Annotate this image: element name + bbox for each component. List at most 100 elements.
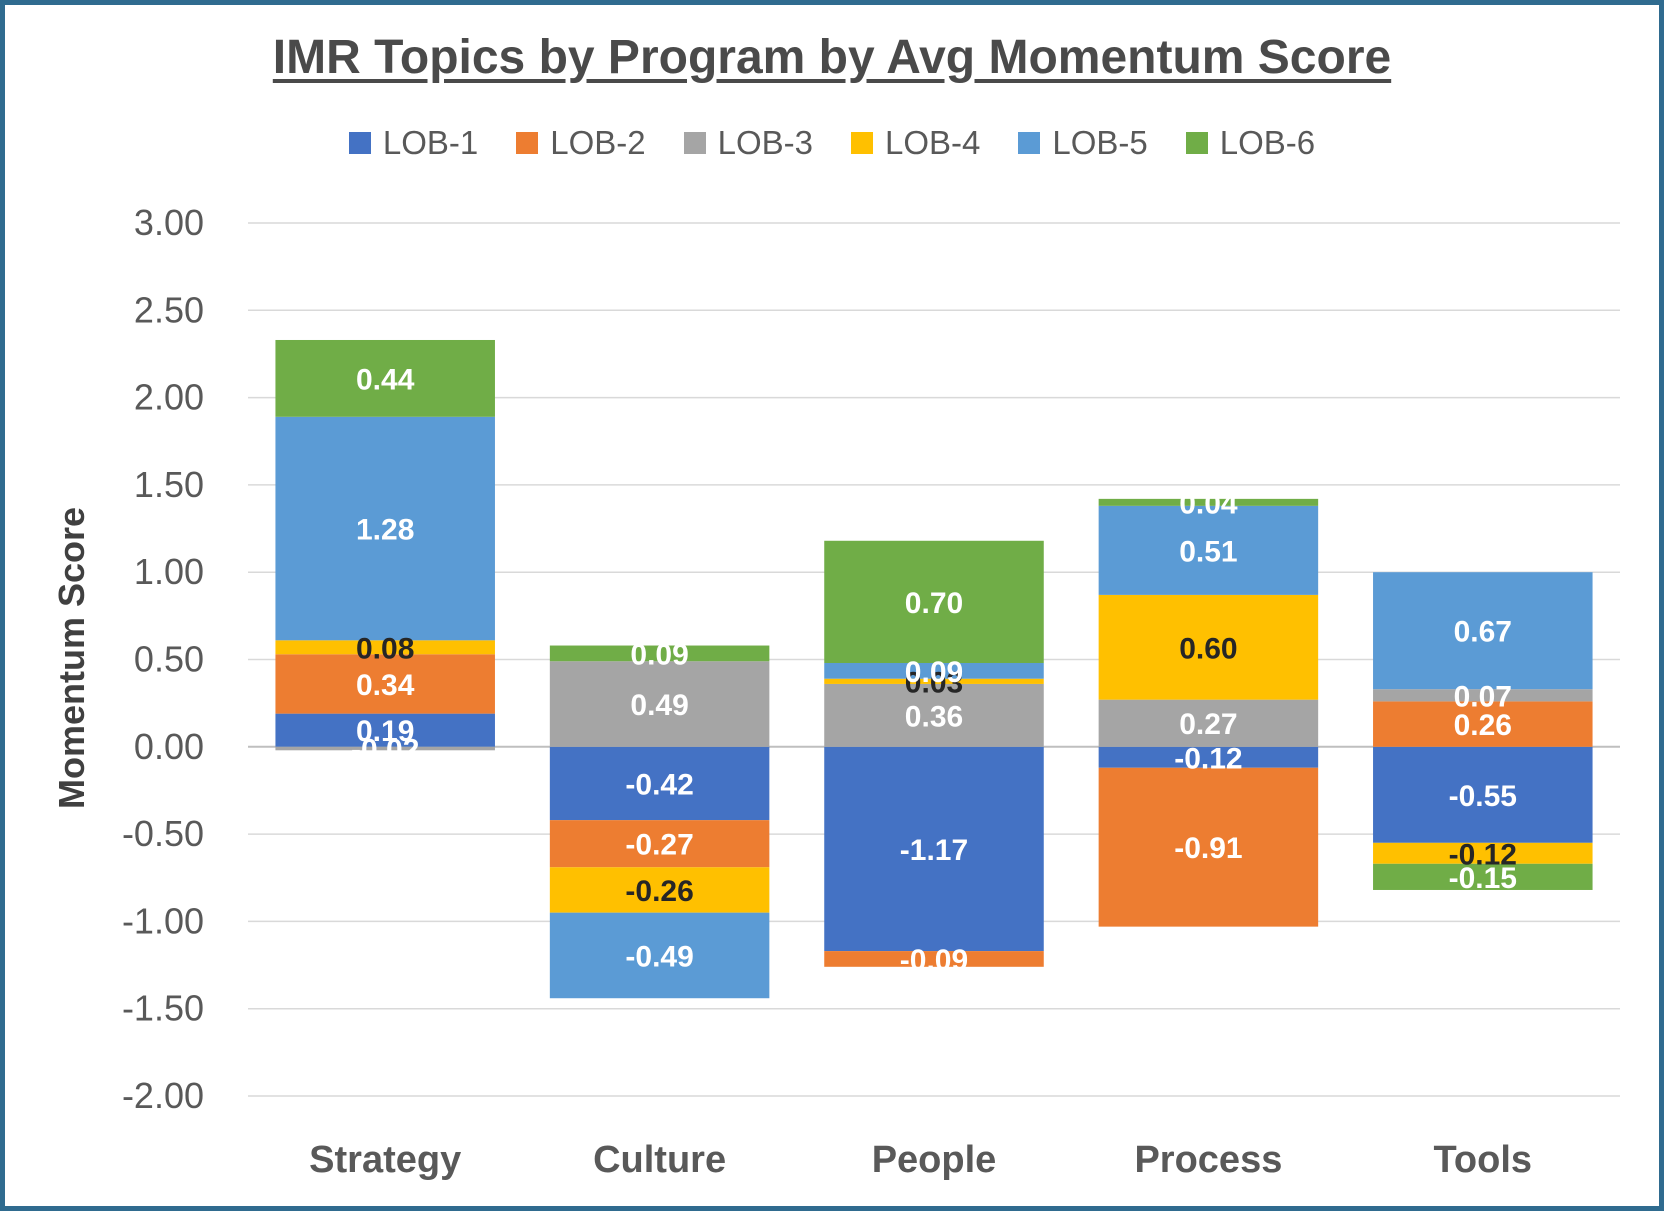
bar-segment-lob-3-strategy <box>275 746 495 751</box>
data-label: -0.27 <box>625 829 693 862</box>
data-label: -0.12 <box>1449 838 1517 871</box>
bar-segment-lob-4-people <box>824 678 1044 684</box>
legend-label: LOB-5 <box>1052 124 1148 161</box>
data-label: 0.27 <box>1179 708 1237 741</box>
bar-segment-lob-4-process <box>1098 594 1319 700</box>
y-tick-label: -0.50 <box>122 813 204 854</box>
legend-swatch <box>1018 132 1041 154</box>
y-tick-label: -1.50 <box>122 988 204 1029</box>
legend-label: LOB-3 <box>717 124 813 161</box>
bar-segment-lob-4-culture <box>549 867 770 913</box>
data-label: 0.09 <box>630 638 688 671</box>
legend-label: LOB-2 <box>550 124 646 161</box>
data-label: 0.04 <box>1179 487 1238 520</box>
bar-segment-lob-6-strategy <box>275 339 495 417</box>
data-label: -0.42 <box>625 768 693 801</box>
data-label: 0.03 <box>905 666 963 699</box>
data-label-layer: 0.19 0.34 -0.02 0.08 1.28 0.44 -0.42 -0.27 0.49 -… <box>351 363 1517 977</box>
y-tick-label: -1.00 <box>122 900 204 941</box>
legend-label: LOB-6 <box>1219 124 1316 161</box>
x-category-label: Strategy <box>309 1139 461 1181</box>
data-label: 0.34 <box>356 669 415 702</box>
chart-legend: LOB-1 LOB-2 LOB-3 LOB-4 LOB-5 LOB-6 <box>0 124 1664 162</box>
data-label: -1.17 <box>900 834 968 867</box>
bar-segment-lob-1-tools <box>1373 746 1593 843</box>
data-label: -0.15 <box>1449 862 1517 895</box>
legend-item-lob-3: LOB-3 <box>683 124 813 162</box>
bar-segment-lob-5-culture <box>549 912 770 999</box>
bar-segment-lob-2-tools <box>1373 701 1593 747</box>
y-tick-label: 2.00 <box>134 377 204 418</box>
data-label: -0.09 <box>900 944 968 977</box>
data-label: 0.08 <box>356 632 414 665</box>
bar-segment-lob-1-process <box>1098 746 1319 768</box>
chart-title-text: IMR Topics by Program by Avg Momentum Sc… <box>272 31 1392 84</box>
bar-segment-lob-2-culture <box>549 820 770 868</box>
bar-segment-lob-2-process <box>1098 767 1319 927</box>
data-label: 0.07 <box>1454 680 1512 713</box>
y-tick-label: 1.50 <box>134 464 204 505</box>
data-label: 1.28 <box>356 514 414 547</box>
bar-segment-lob-4-tools <box>1373 842 1593 864</box>
data-label: -0.55 <box>1449 780 1517 813</box>
bar-segment-lob-3-people <box>824 683 1044 747</box>
legend-swatch <box>851 132 873 154</box>
y-axis-title: Momentum Score <box>51 507 92 809</box>
legend-label: LOB-4 <box>885 124 981 161</box>
legend-item-lob-6: LOB-6 <box>1185 124 1316 162</box>
y-tick-label: -2.00 <box>122 1075 204 1116</box>
data-label: 0.26 <box>1454 709 1512 742</box>
data-label: -0.02 <box>351 734 419 767</box>
bar-segment-lob-3-culture <box>549 661 770 747</box>
data-label: -0.12 <box>1174 742 1242 775</box>
bar-segment-lob-2-people <box>824 951 1044 967</box>
data-label: 0.49 <box>630 689 688 722</box>
legend-item-lob-5: LOB-5 <box>1018 124 1148 162</box>
data-label: -0.49 <box>625 940 693 973</box>
bar-segment-lob-4-strategy <box>275 640 495 655</box>
legend-swatch <box>1185 132 1208 154</box>
bar-segment-lob-5-people <box>824 662 1044 679</box>
legend-swatch <box>348 132 371 154</box>
bar-segment-lob-5-strategy <box>275 416 495 641</box>
bar-segment-lob-6-tools <box>1373 863 1593 890</box>
bar-segment-lob-3-tools <box>1373 689 1593 702</box>
data-label: -0.26 <box>625 875 693 908</box>
x-category-label: Tools <box>1434 1139 1533 1181</box>
data-label: -0.91 <box>1174 832 1242 865</box>
bar-segment-lob-1-strategy <box>275 713 495 747</box>
bar-segment-lob-6-people <box>824 540 1044 663</box>
axis-layer: 3.00 2.50 2.00 1.50 1.00 0.50 0.00 -0.50 -1.00 -1… <box>122 202 1532 1181</box>
x-category-label: Culture <box>593 1139 726 1181</box>
x-category-label: People <box>872 1139 997 1181</box>
chart-title: IMR Topics by Program by Avg Momentum Sc… <box>0 30 1664 85</box>
bar-segment-lob-3-process <box>1098 699 1319 747</box>
bar-layer <box>275 339 1593 999</box>
bar-segment-lob-5-process <box>1098 505 1319 595</box>
data-label: 0.36 <box>905 700 963 733</box>
legend-label: LOB-1 <box>382 124 479 161</box>
x-category-label: Process <box>1134 1139 1282 1181</box>
y-tick-label: 2.50 <box>134 289 204 330</box>
data-label: 0.70 <box>905 587 963 620</box>
bar-segment-lob-1-culture <box>549 746 770 821</box>
data-label: 0.09 <box>905 656 963 689</box>
y-tick-label: 3.00 <box>134 202 204 243</box>
legend-item-lob-1: LOB-1 <box>348 124 479 162</box>
bar-segment-lob-5-tools <box>1373 572 1593 690</box>
legend-swatch <box>516 132 539 154</box>
bar-segment-lob-1-people <box>824 746 1044 952</box>
data-label: 0.19 <box>356 715 414 748</box>
legend-item-lob-2: LOB-2 <box>516 124 646 162</box>
legend-swatch <box>683 132 706 154</box>
bar-segment-lob-6-culture <box>549 645 770 662</box>
data-label: 0.67 <box>1454 616 1512 649</box>
data-label: 0.60 <box>1179 632 1237 665</box>
y-tick-label: 1.00 <box>134 551 204 592</box>
legend-item-lob-4: LOB-4 <box>851 124 980 162</box>
data-label: 0.51 <box>1179 535 1237 568</box>
y-tick-label: 0.00 <box>134 726 204 767</box>
y-tick-label: 0.50 <box>134 639 204 680</box>
bar-segment-lob-6-process <box>1098 498 1319 506</box>
